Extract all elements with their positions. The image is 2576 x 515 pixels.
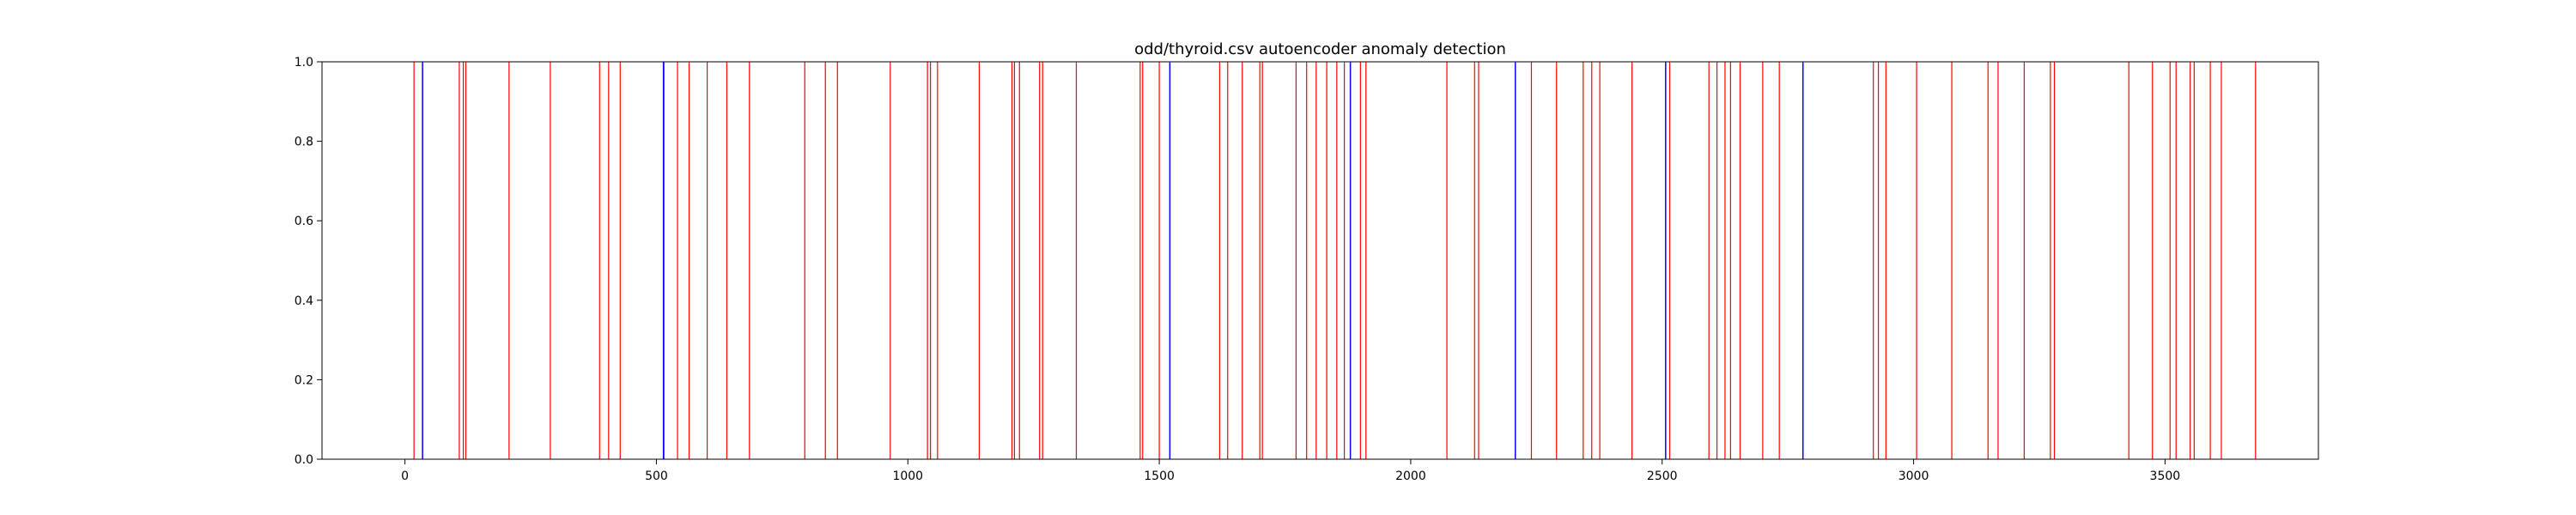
- y-axis: 0.0 0.2 0.4 0.6 0.8 1.0: [295, 56, 322, 467]
- y-tick-label: 0.2: [295, 373, 313, 387]
- y-tick-label: 1.0: [295, 56, 313, 70]
- event-lines-layer: [413, 62, 2257, 459]
- y-tick-label: 0.8: [295, 136, 313, 149]
- x-axis: 0 500 1000 1500 2000 2500 3000 3500: [401, 459, 2180, 483]
- chart-title: odd/thyroid.csv autoencoder anomaly dete…: [1134, 40, 1506, 58]
- x-tick-label: 2500: [1647, 470, 1678, 483]
- x-tick-label: 1000: [892, 470, 923, 483]
- x-tick-label: 1500: [1144, 470, 1175, 483]
- x-tick-label: 3000: [1899, 470, 1929, 483]
- y-tick-label: 0.4: [295, 294, 313, 308]
- plot-frame: [321, 61, 2319, 460]
- x-tick-label: 0: [401, 470, 409, 483]
- y-tick-label: 0.6: [295, 215, 313, 228]
- y-tick-label: 0.0: [295, 453, 313, 467]
- x-tick-label: 2000: [1395, 470, 1426, 483]
- x-tick-label: 3500: [2150, 470, 2181, 483]
- x-tick-label: 500: [645, 470, 668, 483]
